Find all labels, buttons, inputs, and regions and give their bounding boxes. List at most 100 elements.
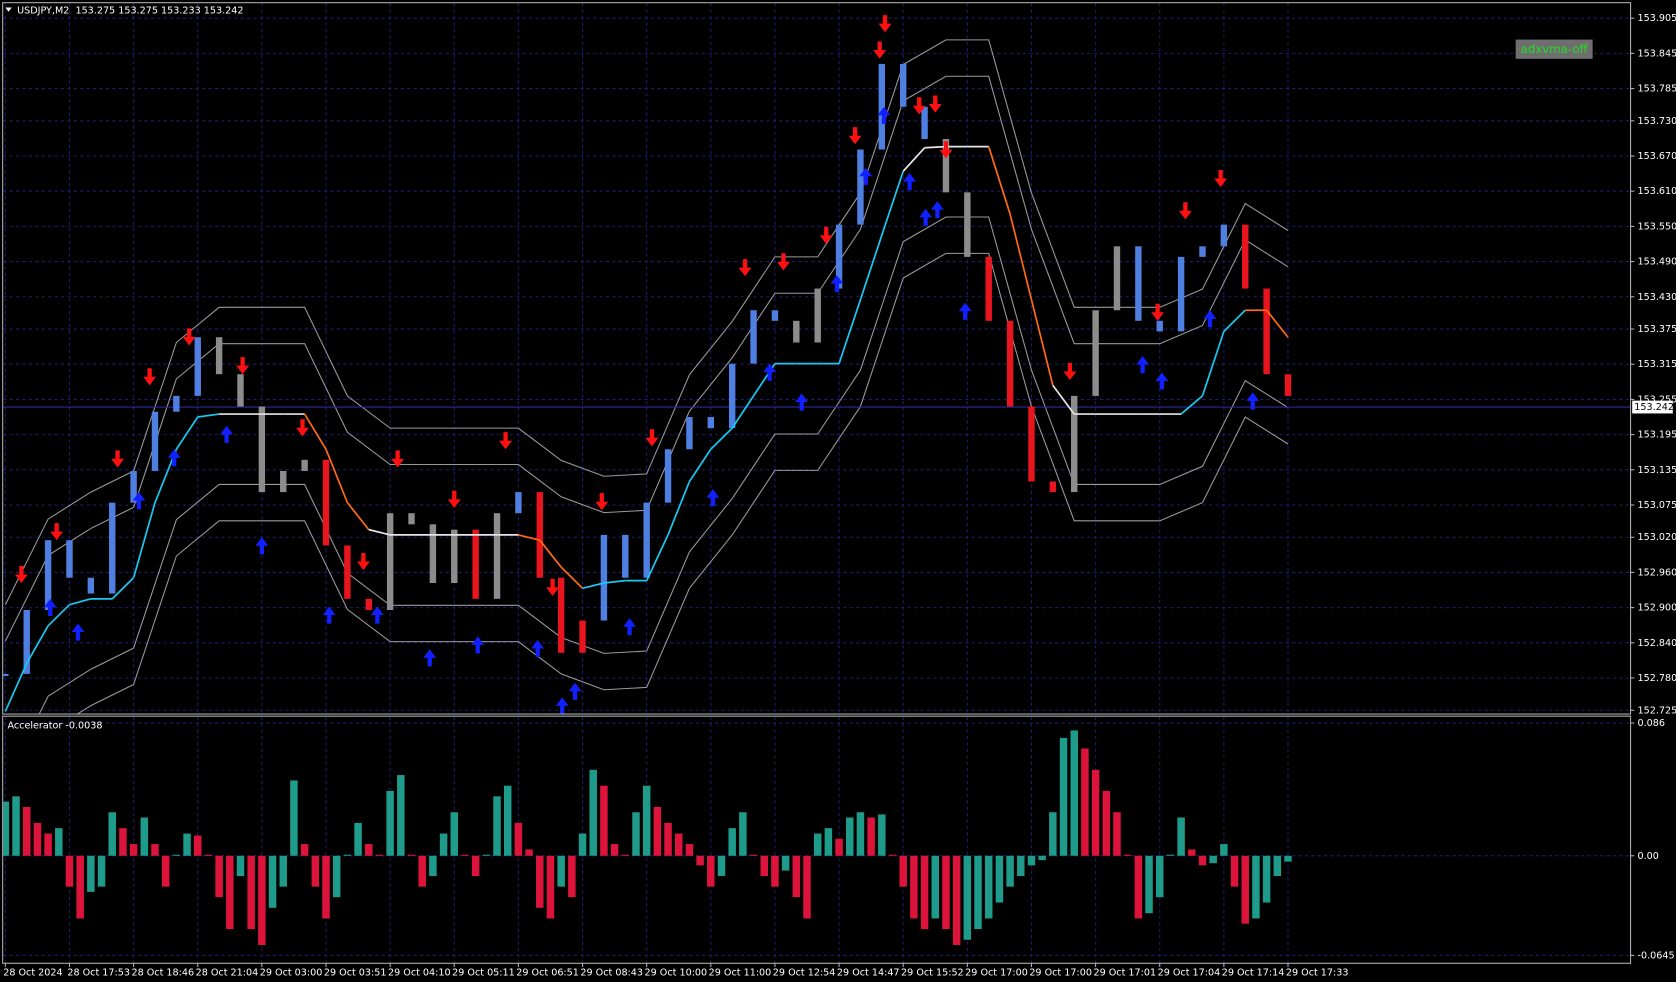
sell-arrow <box>1178 202 1192 220</box>
adxvma-line <box>710 427 733 450</box>
accelerator-bar <box>482 854 491 856</box>
x-tick-label: 29 Oct 12:54 <box>773 967 836 978</box>
accelerator-bar <box>1209 855 1217 864</box>
price-bar <box>151 411 159 471</box>
accelerator-panel-border <box>2 715 1632 964</box>
buy-arrow <box>167 449 181 467</box>
accelerator-bar <box>44 833 52 856</box>
y-tick-label: 153.670 <box>1638 151 1676 162</box>
adxvma-line <box>667 481 691 536</box>
accelerator-bar <box>129 844 138 856</box>
adxvma-line <box>859 234 883 300</box>
accelerator-bar <box>920 855 929 930</box>
accelerator-bar <box>707 855 715 887</box>
y-tick-label: 152.780 <box>1638 673 1676 684</box>
price-bar <box>622 534 629 578</box>
accelerator-bar <box>931 855 940 919</box>
price-bar <box>1006 320 1014 407</box>
accelerator-bar <box>322 855 330 919</box>
accelerator-bar <box>429 855 437 877</box>
accelerator-bar <box>226 855 234 930</box>
x-tick-label: 29 Oct 14:47 <box>837 967 900 978</box>
buy-arrow <box>623 618 636 636</box>
y-tick-label: 152.900 <box>1638 603 1676 614</box>
accelerator-bar <box>1230 855 1239 887</box>
accelerator-bar <box>258 855 266 945</box>
accelerator-bar <box>332 855 341 898</box>
adxvma-line <box>1052 384 1075 415</box>
price-bar <box>1156 320 1163 332</box>
sell-arrow <box>819 226 833 244</box>
sell-arrow <box>50 523 64 541</box>
sell-arrow <box>878 15 892 33</box>
accelerator-bar <box>942 855 950 930</box>
accelerator-bar <box>119 828 127 856</box>
price-bar <box>23 609 30 674</box>
adxvma-line <box>603 579 626 584</box>
menu-triangle[interactable] <box>5 7 12 12</box>
y-tick-label: 153.610 <box>1638 186 1676 197</box>
x-tick-label: 29 Oct 08:43 <box>580 967 643 978</box>
adxvma-line <box>731 395 755 429</box>
buy-arrow <box>1246 392 1260 410</box>
buy-arrow <box>903 173 917 191</box>
buy-arrow <box>423 649 437 667</box>
badge-label[interactable]: adxvma-off <box>1521 42 1589 56</box>
accelerator-bar <box>33 822 42 856</box>
buy-arrow <box>830 275 844 293</box>
x-tick-label: 29 Oct 10:00 <box>645 967 708 978</box>
accelerator-bar <box>471 855 480 877</box>
accelerator-bar <box>685 844 694 856</box>
price-bar <box>322 459 330 546</box>
y-tick-label: 0.086 <box>1638 718 1666 729</box>
adxvma-line <box>1009 213 1033 300</box>
adxvma-line <box>325 448 349 503</box>
adxvma-line <box>197 413 220 418</box>
accelerator-bar <box>65 855 74 887</box>
x-tick-label: 28 Oct 17:53 <box>67 967 130 978</box>
price-bar <box>173 395 180 412</box>
sell-arrow <box>777 253 790 271</box>
last-price-box <box>1632 400 1673 414</box>
sell-arrow <box>111 450 124 468</box>
sell-arrow <box>357 552 370 571</box>
accelerator-bar <box>952 855 961 945</box>
y-tick-label: 153.375 <box>1638 324 1676 335</box>
x-tick-label: 29 Oct 15:52 <box>901 967 964 978</box>
buy-arrow <box>555 697 569 714</box>
accelerator-bar <box>600 785 608 856</box>
accelerator-bar <box>1188 849 1196 856</box>
y-tick-label: -0.0645 <box>1638 950 1675 961</box>
buy-arrow <box>763 363 777 381</box>
price-bar <box>1242 224 1249 289</box>
accelerator-bar <box>493 796 501 856</box>
accelerator-bar <box>3 801 10 856</box>
accelerator-bar <box>771 855 779 887</box>
badge-box[interactable] <box>1515 39 1593 59</box>
buy-arrow <box>877 106 891 124</box>
accelerator-bar <box>151 844 159 856</box>
y-tick-label: 152.840 <box>1638 638 1676 649</box>
accelerator-bar <box>1262 855 1271 903</box>
price-bar <box>942 138 950 193</box>
price-bar <box>429 524 437 583</box>
price-bar <box>386 513 394 610</box>
x-tick-label: 29 Oct 17:00 <box>965 967 1028 978</box>
accelerator-bar <box>397 775 405 856</box>
accelerator-bar <box>856 812 865 856</box>
price-bar <box>1263 288 1270 375</box>
accelerator-bar <box>290 780 298 856</box>
price-bar <box>857 149 864 225</box>
accelerator-bar <box>172 854 181 856</box>
accelerator-bar <box>1113 812 1121 856</box>
price-bar <box>1092 310 1099 396</box>
sell-arrow <box>873 41 887 59</box>
price-bar <box>686 417 693 450</box>
buy-arrow <box>568 682 582 700</box>
accelerator-bar <box>878 814 886 856</box>
price-bar <box>1220 224 1228 247</box>
accelerator-bar <box>1155 855 1164 898</box>
adxvma-line <box>539 539 562 568</box>
accelerator-bar <box>204 854 213 856</box>
